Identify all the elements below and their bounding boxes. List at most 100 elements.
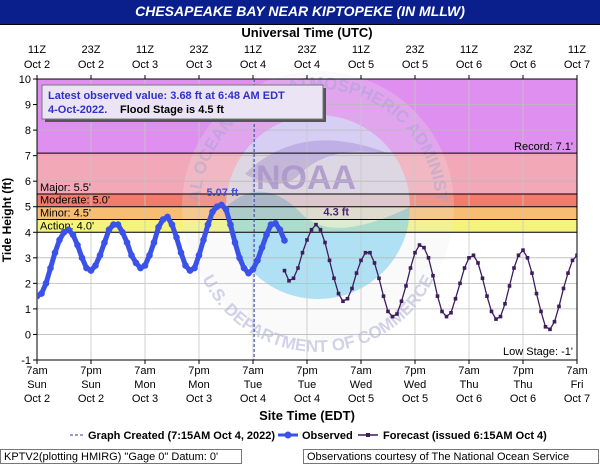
bottom-tick-time: 7pm [296,365,317,377]
forecast-point [404,284,408,288]
bottom-tick-day: Wed [350,379,372,391]
forecast-point [345,296,350,301]
bottom-axis-ticks: 7am Sun Oct 2 7pm Sun Oct 2 7am Mon Oct 3 7pm Mon O… [24,360,590,405]
y-axis-title: Tide Height (ft) [0,178,14,262]
top-tick-date: Oct 5 [402,59,428,71]
bottom-tick-date: Oct 5 [348,393,374,405]
forecast-point [498,314,503,319]
forecast-point [503,302,507,306]
forecast-point [381,294,386,298]
forecast-point [534,291,539,296]
top-tick-time: 23Z [514,44,533,56]
top-axis-ticks: 11Z Oct 2 23Z Oct 2 11Z Oct 3 23Z Oct 3 11Z Oct 4… [24,44,590,79]
bottom-tick-time: 7am [242,365,263,377]
y-tick-label: 7 [25,151,31,163]
forecast-point [354,271,359,275]
forecast-point [561,286,566,291]
latest-value-box-frame [41,84,324,120]
observed-point [276,226,284,234]
forecast-point [305,238,309,242]
forecast-point [440,309,444,314]
y-tick-label: 6 [25,176,31,188]
top-tick-date: Oct 7 [564,59,590,71]
forecast-point [444,314,449,319]
stage-label: Record: 7.1' [514,141,573,153]
observed-point [150,239,158,246]
forecast-point [521,248,525,252]
forecast-point [336,291,341,296]
forecast-point [485,294,489,298]
forecast-point [426,256,431,260]
forecast-point [350,286,354,291]
top-tick-time: 11Z [136,44,154,56]
forecast-point [332,276,336,281]
observed-point [51,249,59,257]
forecast-point [530,271,534,275]
top-tick-date: Oct 3 [186,59,212,71]
forecast-point [377,276,381,281]
bottom-tick-time: 7am [26,365,47,377]
chart-title: CHESAPEAKE BAY NEAR KIPTOPEKE (IN MLLW) [135,3,465,19]
top-tick-time: 23Z [406,44,425,56]
observed-point [209,208,216,216]
y-tick-label: 10 [19,74,31,86]
observed-point [222,205,230,213]
forecast-point [363,250,368,255]
forecast-point [494,317,498,321]
footer-credit: Observations courtesy of The National Oc… [303,449,599,464]
observed-point [249,266,257,273]
observed-point [204,221,212,228]
observed-point [227,221,234,228]
stage-label: Major: 5.5' [40,182,91,194]
observed-series [37,201,288,300]
top-tick-date: Oct 4 [240,59,266,71]
bottom-tick-time: 7am [134,365,155,377]
forecast-point [435,294,440,298]
forecast-point [327,258,332,263]
top-tick-time: 23Z [82,44,101,56]
forecast-point [543,324,548,329]
y-tick-label: 0 [25,329,31,341]
observed-point [164,213,171,221]
forecast-point [467,256,471,260]
top-tick-date: Oct 5 [348,59,374,71]
legend-forecast-label: Forecast (issued 6:15AM Oct 4) [383,430,547,442]
bottom-tick-date: Oct 6 [456,393,482,405]
bottom-tick-time: 7am [566,365,587,377]
observed-point [123,239,131,246]
y-tick-label: 8 [25,125,31,137]
observed-point [105,226,113,234]
chart-title-bar: CHESAPEAKE BAY NEAR KIPTOPEKE (IN MLLW) [0,0,600,25]
observed-point [281,237,288,244]
forecast-point [422,245,426,250]
observed-point [258,244,266,251]
forecast-point [489,309,494,314]
x-axis-title: Site Time (EDT) [259,408,355,423]
observed-point [47,264,54,272]
forecast-point [368,250,372,255]
observed-point [65,226,72,234]
latest-observed-text: Latest observed value: 3.68 ft at 6:48 A… [48,90,285,102]
forecast-line [283,223,577,331]
forecast-point [300,250,305,255]
forecast-point [566,271,570,275]
observed-point [69,231,77,239]
forecast-point [462,266,467,270]
stage-label: Moderate: 5.0' [40,195,110,207]
bottom-tick-date: Oct 2 [78,393,104,405]
bottom-tick-day: Sun [81,379,101,391]
forecast-point [314,222,318,227]
observed-point [96,251,104,259]
watermark-bird [245,140,390,184]
top-tick-date: Oct 6 [456,59,482,71]
bottom-tick-date: Oct 3 [186,393,212,405]
bottom-tick-time: 7pm [188,365,209,377]
observed-point [200,236,207,244]
bottom-tick-date: Oct 4 [294,393,320,405]
top-tick-date: Oct 6 [510,59,536,71]
observed-point [119,228,126,236]
forecast-point [431,273,435,278]
bottom-tick-day: Fri [571,379,584,391]
forecast-point [525,256,530,260]
peak-annotations: 5.07 ft 4.3 ft [207,187,350,219]
